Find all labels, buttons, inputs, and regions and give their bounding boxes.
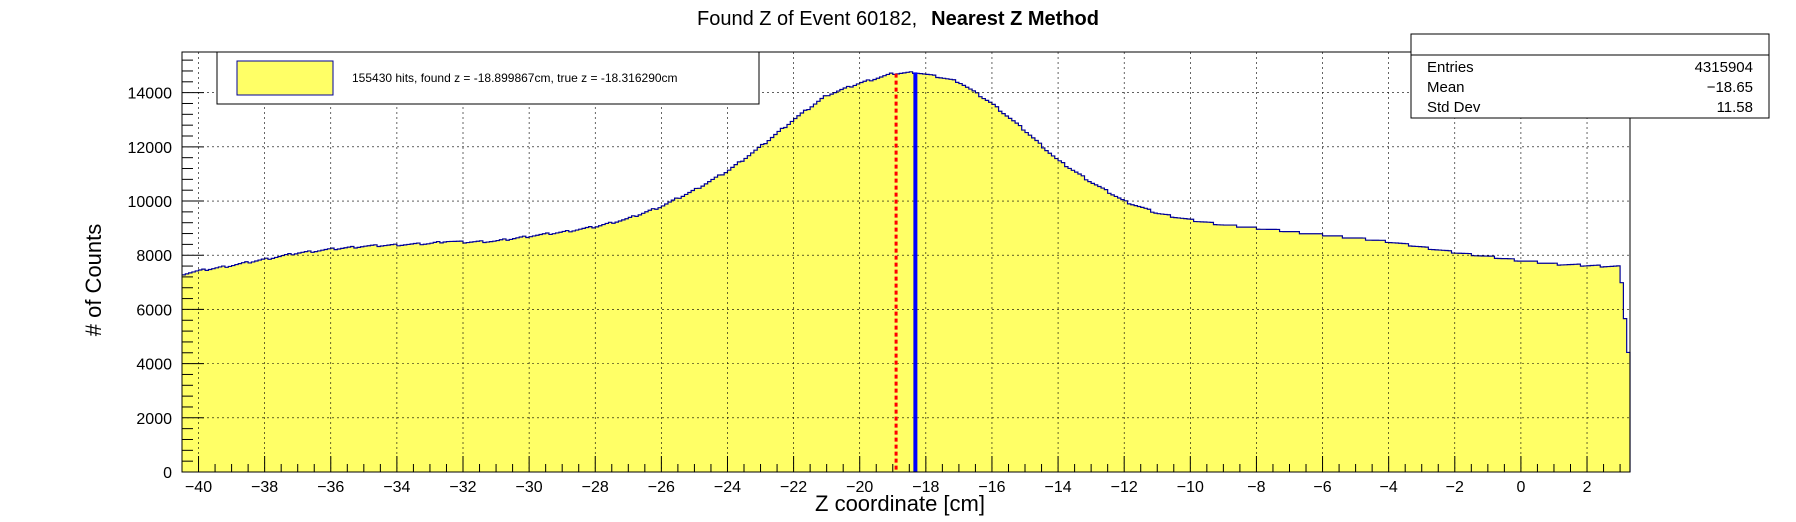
x-tick-label: −38: [251, 479, 278, 496]
y-tick-label: 12000: [128, 140, 173, 157]
y-axis-title: # of Counts: [81, 224, 106, 337]
y-tick-label: 10000: [128, 194, 173, 211]
stats-frame: [1410, 33, 1770, 119]
legend-label: 155430 hits, found z = -18.899867cm, tru…: [352, 71, 678, 85]
x-axis: −40 −38 −36 −34 −32 −30 −28 −26 −24 −22 −20 −18 −16−…: [181, 456, 1621, 496]
x-tick-label: −32: [449, 479, 476, 496]
plot-frame: [181, 51, 1631, 473]
x-tick-label: −6: [1313, 479, 1331, 496]
x-tick-label: −10: [1177, 479, 1204, 496]
x-tick-label: −24: [714, 479, 741, 496]
x-tick-label: −16: [978, 479, 1005, 496]
y-tick-label: 6000: [136, 302, 172, 319]
stat-mean-label: Mean: [1427, 79, 1465, 96]
x-tick-label: −12: [1111, 479, 1138, 496]
y-tick-label: 2000: [136, 411, 172, 428]
x-tick-label: −34: [383, 479, 410, 496]
legend: 155430 hits, found z = -18.899867cm, tru…: [216, 51, 760, 105]
x-tick-label: −40: [185, 479, 212, 496]
x-tick-label: −22: [780, 479, 807, 496]
stats-box: Entries 4315904 Mean −18.65 Std Dev 11.5…: [1410, 33, 1770, 119]
title-method: Nearest Z Method: [931, 8, 1099, 30]
x-tick-label: −4: [1380, 479, 1398, 496]
x-tick-label: −28: [582, 479, 609, 496]
legend-swatch: [236, 60, 334, 96]
stat-mean-value: −18.65: [1707, 79, 1753, 96]
x-tick-label: −36: [317, 479, 344, 496]
histogram-fill: [182, 71, 1630, 472]
x-axis-title: Z coordinate [cm]: [815, 491, 985, 516]
x-tick-label: −26: [648, 479, 675, 496]
title-text: Found Z of Event 60182,: [697, 8, 917, 30]
x-tick-label: −2: [1446, 479, 1464, 496]
y-axis: 0 2000 4000 6000 8000 10000 12000 14000: [128, 59, 204, 482]
y-tick-label: 0: [163, 465, 172, 482]
y-tick-label: 8000: [136, 248, 172, 265]
histogram-outline: [182, 71, 1631, 472]
stat-stddev-label: Std Dev: [1427, 99, 1481, 116]
x-tick-label: −8: [1247, 479, 1265, 496]
y-tick-label: 4000: [136, 357, 172, 374]
stat-entries-label: Entries: [1427, 59, 1474, 76]
x-tick-label: −30: [516, 479, 543, 496]
stat-stddev-value: 11.58: [1717, 99, 1753, 116]
x-tick-label: −18: [912, 479, 939, 496]
x-tick-label: 0: [1516, 479, 1525, 496]
z-markers: [894, 72, 918, 472]
chart-title: Found Z of Event 60182, Nearest Z Method: [697, 8, 1099, 30]
x-tick-label: 2: [1583, 479, 1592, 496]
x-tick-label: −20: [846, 479, 873, 496]
stat-entries-value: 4315904: [1695, 59, 1753, 76]
x-tick-label: −14: [1045, 479, 1072, 496]
y-tick-label: 14000: [128, 86, 173, 103]
grid: [182, 52, 1630, 473]
histogram-bars: [182, 71, 1631, 472]
